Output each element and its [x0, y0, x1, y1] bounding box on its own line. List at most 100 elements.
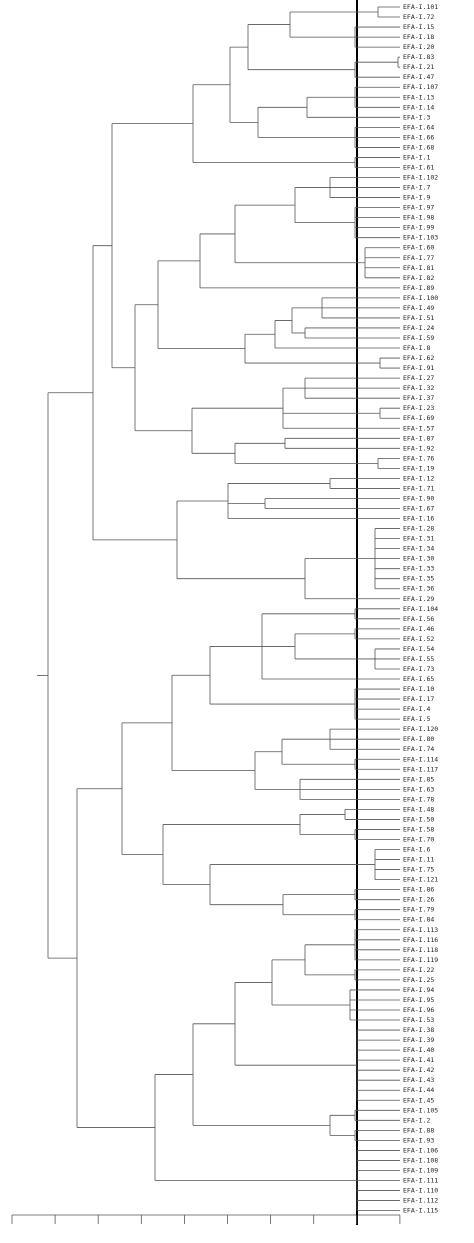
- leaf-label: EFA-I.118: [403, 946, 438, 954]
- leaf-label: EFA-I.78: [403, 795, 434, 803]
- leaf-label: EFA-I.95: [403, 996, 434, 1004]
- leaf-label: EFA-I.64: [403, 123, 434, 131]
- leaf-label: EFA-I.11: [403, 856, 434, 864]
- leaf-label: EFA-I.61: [403, 163, 434, 171]
- leaf-label: EFA-I.92: [403, 444, 434, 452]
- leaf-label: EFA-I.76: [403, 454, 434, 462]
- leaf-label: EFA-I.113: [403, 926, 438, 934]
- leaf-label: EFA-I.105: [403, 1106, 438, 1114]
- leaf-label: EFA-I.75: [403, 866, 434, 874]
- leaf-label: EFA-I.90: [403, 494, 434, 502]
- leaf-label: EFA-I.51: [403, 314, 434, 322]
- leaf-label: EFA-I.87: [403, 434, 434, 442]
- leaf-label: EFA-I.117: [403, 765, 438, 773]
- leaf-label: EFA-I.100: [403, 294, 438, 302]
- leaf-label: EFA-I.65: [403, 675, 434, 683]
- leaf-label: EFA-I.69: [403, 414, 434, 422]
- leaf-label: EFA-I.71: [403, 484, 434, 492]
- leaf-label: EFA-I.56: [403, 615, 434, 623]
- leaf-label: EFA-I.121: [403, 876, 438, 884]
- leaf-label: EFA-I.24: [403, 324, 434, 332]
- leaf-label: EFA-I.46: [403, 625, 434, 633]
- leaf-label: EFA-I.115: [403, 1207, 438, 1215]
- leaf-label: EFA-I.41: [403, 1056, 434, 1064]
- leaf-label: EFA-I.50: [403, 815, 434, 823]
- leaf-label: EFA-I.120: [403, 725, 438, 733]
- leaf-label: EFA-I.39: [403, 1036, 434, 1044]
- leaf-label: EFA-I.26: [403, 896, 434, 904]
- leaf-label: EFA-I.72: [403, 13, 434, 21]
- leaf-label: EFA-I.60: [403, 244, 434, 252]
- leaf-label: EFA-I.4: [403, 705, 430, 713]
- leaf-label: EFA-I.88: [403, 1126, 434, 1134]
- leaf-label: EFA-I.59: [403, 334, 434, 342]
- leaf-label: EFA-I.93: [403, 1136, 434, 1144]
- leaf-label: EFA-I.82: [403, 274, 434, 282]
- leaf-label: EFA-I.21: [403, 63, 434, 71]
- leaf-label: EFA-I.47: [403, 73, 434, 81]
- leaf-label: EFA-I.68: [403, 143, 434, 151]
- leaf-label: EFA-I.52: [403, 635, 434, 643]
- leaf-label: EFA-I.102: [403, 174, 438, 182]
- leaf-label: EFA-I.48: [403, 805, 434, 813]
- leaf-label: EFA-I.80: [403, 735, 434, 743]
- leaf-label: EFA-I.44: [403, 1086, 434, 1094]
- leaf-label: EFA-I.74: [403, 745, 434, 753]
- leaf-label: EFA-I.107: [403, 83, 438, 91]
- leaf-label: EFA-I.84: [403, 916, 434, 924]
- leaf-label: EFA-I.23: [403, 404, 434, 412]
- leaf-label: EFA-I.58: [403, 825, 434, 833]
- leaf-label: EFA-I.18: [403, 33, 434, 41]
- leaf-label: EFA-I.31: [403, 535, 434, 543]
- leaf-label: EFA-I.1: [403, 153, 430, 161]
- leaf-label: EFA-I.17: [403, 695, 434, 703]
- leaf-label: EFA-I.116: [403, 936, 438, 944]
- leaf-label: EFA-I.22: [403, 966, 434, 974]
- leaf-label: EFA-I.16: [403, 515, 434, 523]
- leaf-label: EFA-I.119: [403, 956, 438, 964]
- leaf-label: EFA-I.77: [403, 254, 434, 262]
- leaf-label: EFA-I.94: [403, 986, 434, 994]
- leaf-label: EFA-I.45: [403, 1096, 434, 1104]
- leaf-label: EFA-I.3: [403, 113, 430, 121]
- leaf-label: EFA-I.85: [403, 775, 434, 783]
- leaf-label: EFA-I.34: [403, 545, 434, 553]
- leaf-label: EFA-I.101: [403, 3, 438, 11]
- leaf-label: EFA-I.96: [403, 1006, 434, 1014]
- leaf-label: EFA-I.27: [403, 374, 434, 382]
- leaf-label: EFA-I.81: [403, 264, 434, 272]
- leaf-label: EFA-I.15: [403, 23, 434, 31]
- leaf-label: EFA-I.66: [403, 133, 434, 141]
- leaf-label: EFA-I.19: [403, 464, 434, 472]
- leaf-label: EFA-I.54: [403, 645, 434, 653]
- leaf-label: EFA-I.62: [403, 354, 434, 362]
- leaf-label: EFA-I.108: [403, 1156, 438, 1164]
- leaf-label: EFA-I.30: [403, 555, 434, 563]
- leaf-label: EFA-I.2: [403, 1116, 430, 1124]
- leaf-label: EFA-I.97: [403, 204, 434, 212]
- leaf-label: EFA-I.114: [403, 755, 438, 763]
- leaf-label: EFA-I.42: [403, 1066, 434, 1074]
- leaf-label: EFA-I.36: [403, 585, 434, 593]
- leaf-label: EFA-I.5: [403, 715, 430, 723]
- leaf-label: EFA-I.111: [403, 1177, 438, 1185]
- leaf-label: EFA-I.57: [403, 424, 434, 432]
- leaf-label: EFA-I.35: [403, 575, 434, 583]
- leaf-label: EFA-I.83: [403, 53, 434, 61]
- leaf-label: EFA-I.6: [403, 846, 430, 854]
- leaf-label: EFA-I.63: [403, 785, 434, 793]
- leaf-label: EFA-I.91: [403, 364, 434, 372]
- leaf-label: EFA-I.28: [403, 525, 434, 533]
- leaf-label: EFA-I.13: [403, 93, 434, 101]
- leaf-label: EFA-I.49: [403, 304, 434, 312]
- leaf-label: EFA-I.40: [403, 1046, 434, 1054]
- leaf-label: EFA-I.104: [403, 605, 438, 613]
- leaf-label: EFA-I.8: [403, 344, 430, 352]
- leaf-label: EFA-I.10: [403, 685, 434, 693]
- leaf-label: EFA-I.9: [403, 194, 430, 202]
- leaf-label: EFA-I.86: [403, 886, 434, 894]
- leaf-label: EFA-I.106: [403, 1146, 438, 1154]
- leaf-label: EFA-I.110: [403, 1187, 438, 1195]
- leaf-label: EFA-I.32: [403, 384, 434, 392]
